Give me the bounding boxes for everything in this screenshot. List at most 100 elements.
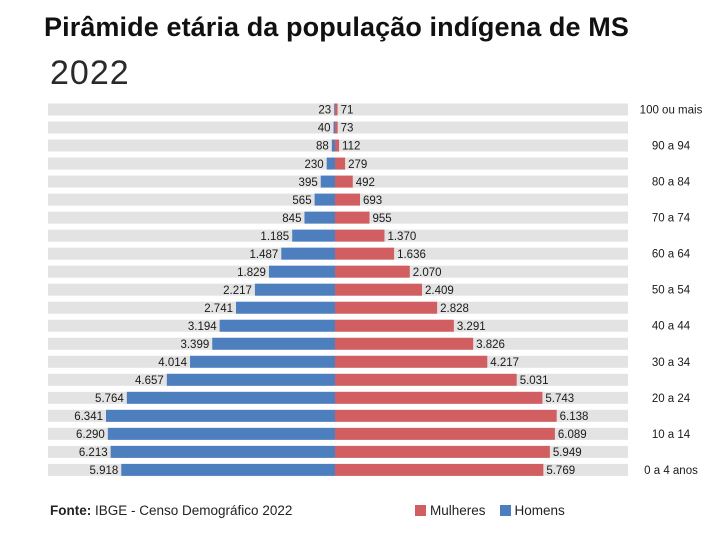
legend-item-men: Homens [499, 503, 565, 518]
age-group-label: 60 a 64 [652, 249, 691, 261]
data-label-men: 4.657 [135, 375, 164, 387]
legend-label-women: Mulheres [430, 503, 486, 518]
bar-women [335, 373, 517, 386]
data-label-men: 2.217 [223, 285, 252, 297]
age-group-label: 100 ou mais [640, 105, 703, 117]
data-label-men: 88 [316, 141, 329, 153]
data-label-men: 395 [299, 177, 318, 189]
bar-women [335, 427, 555, 440]
bar-men [254, 283, 335, 296]
bar-women [335, 463, 544, 476]
row-background [48, 103, 628, 116]
data-label-women: 71 [341, 105, 354, 117]
chart-subtitle-year: 2022 [50, 54, 130, 92]
bar-men [304, 211, 335, 224]
bar-women [335, 139, 340, 152]
bar-women [335, 229, 385, 242]
data-label-women: 73 [341, 123, 354, 135]
age-group-label: 10 a 14 [652, 429, 691, 441]
data-label-men: 845 [282, 213, 301, 225]
bar-men [110, 445, 335, 458]
legend-swatch-women [415, 505, 426, 516]
data-label-men: 4.014 [158, 357, 187, 369]
data-label-men: 5.918 [89, 465, 118, 477]
bar-men [166, 373, 335, 386]
bar-women [335, 247, 395, 260]
chart-legend: Mulheres Homens [415, 503, 579, 518]
bar-men [281, 247, 335, 260]
bar-women [335, 409, 557, 422]
data-label-women: 4.217 [490, 357, 519, 369]
bar-women [335, 157, 346, 170]
bar-women [335, 121, 338, 134]
legend-label-men: Homens [514, 503, 565, 518]
data-label-men: 1.185 [260, 231, 289, 243]
data-label-women: 6.138 [560, 411, 589, 423]
data-label-women: 2.070 [413, 267, 442, 279]
chart-title: Pirâmide etária da população indígena de… [44, 12, 629, 42]
data-label-men: 565 [292, 195, 311, 207]
data-label-women: 492 [356, 177, 375, 189]
legend-item-women: Mulheres [415, 503, 486, 518]
bar-men [331, 139, 335, 152]
bar-men [320, 175, 335, 188]
bar-men [212, 337, 335, 350]
bar-men [126, 391, 335, 404]
bar-men [314, 193, 335, 206]
bar-women [335, 103, 338, 116]
age-group-label: 20 a 24 [652, 393, 691, 405]
bar-men [333, 121, 335, 134]
data-label-men: 5.764 [95, 393, 124, 405]
data-label-women: 5.743 [545, 393, 574, 405]
data-label-men: 6.213 [79, 447, 108, 459]
bar-men [236, 301, 335, 314]
age-group-label: 90 a 94 [652, 141, 691, 153]
data-label-women: 6.089 [558, 429, 587, 441]
data-label-men: 230 [305, 159, 324, 171]
source-text: IBGE - Censo Demográfico 2022 [91, 503, 293, 518]
data-label-women: 3.826 [476, 339, 505, 351]
bar-women [335, 265, 410, 278]
bar-men [106, 409, 335, 422]
data-label-men: 6.341 [74, 411, 103, 423]
data-label-women: 3.291 [457, 321, 486, 333]
data-label-women: 112 [342, 141, 360, 153]
data-label-women: 1.370 [387, 231, 416, 243]
age-group-label: 0 a 4 anos [644, 465, 698, 477]
source-note: Fonte: IBGE - Censo Demográfico 2022 [50, 503, 292, 518]
age-group-label: 70 a 74 [652, 213, 691, 225]
data-label-women: 693 [363, 195, 382, 207]
row-background [48, 121, 628, 134]
legend-swatch-men [499, 505, 511, 516]
bar-men [107, 427, 335, 440]
age-group-label: 40 a 44 [652, 321, 691, 333]
data-label-women: 5.949 [553, 447, 582, 459]
bar-women [335, 391, 543, 404]
data-label-men: 3.399 [180, 339, 209, 351]
data-label-women: 279 [348, 159, 367, 171]
source-label: Fonte: [50, 503, 92, 518]
age-group-label: 50 a 54 [652, 285, 691, 297]
bar-men [121, 463, 335, 476]
age-group-label: 30 a 34 [652, 357, 691, 369]
bar-men [219, 319, 335, 332]
data-label-women: 2.828 [440, 303, 469, 315]
bar-women [335, 211, 370, 224]
bar-women [335, 301, 438, 314]
bar-men [326, 157, 335, 170]
bar-women [335, 175, 353, 188]
data-label-men: 23 [318, 105, 331, 117]
bar-women [335, 445, 550, 458]
bar-men [190, 355, 335, 368]
data-label-men: 6.290 [76, 429, 105, 441]
bar-women [335, 337, 474, 350]
bar-women [335, 319, 454, 332]
data-label-men: 3.194 [188, 321, 217, 333]
bar-women [335, 355, 488, 368]
bar-men [268, 265, 335, 278]
bar-women [335, 283, 422, 296]
data-label-men: 1.487 [250, 249, 279, 261]
data-label-women: 2.409 [425, 285, 454, 297]
bar-men [334, 103, 335, 116]
